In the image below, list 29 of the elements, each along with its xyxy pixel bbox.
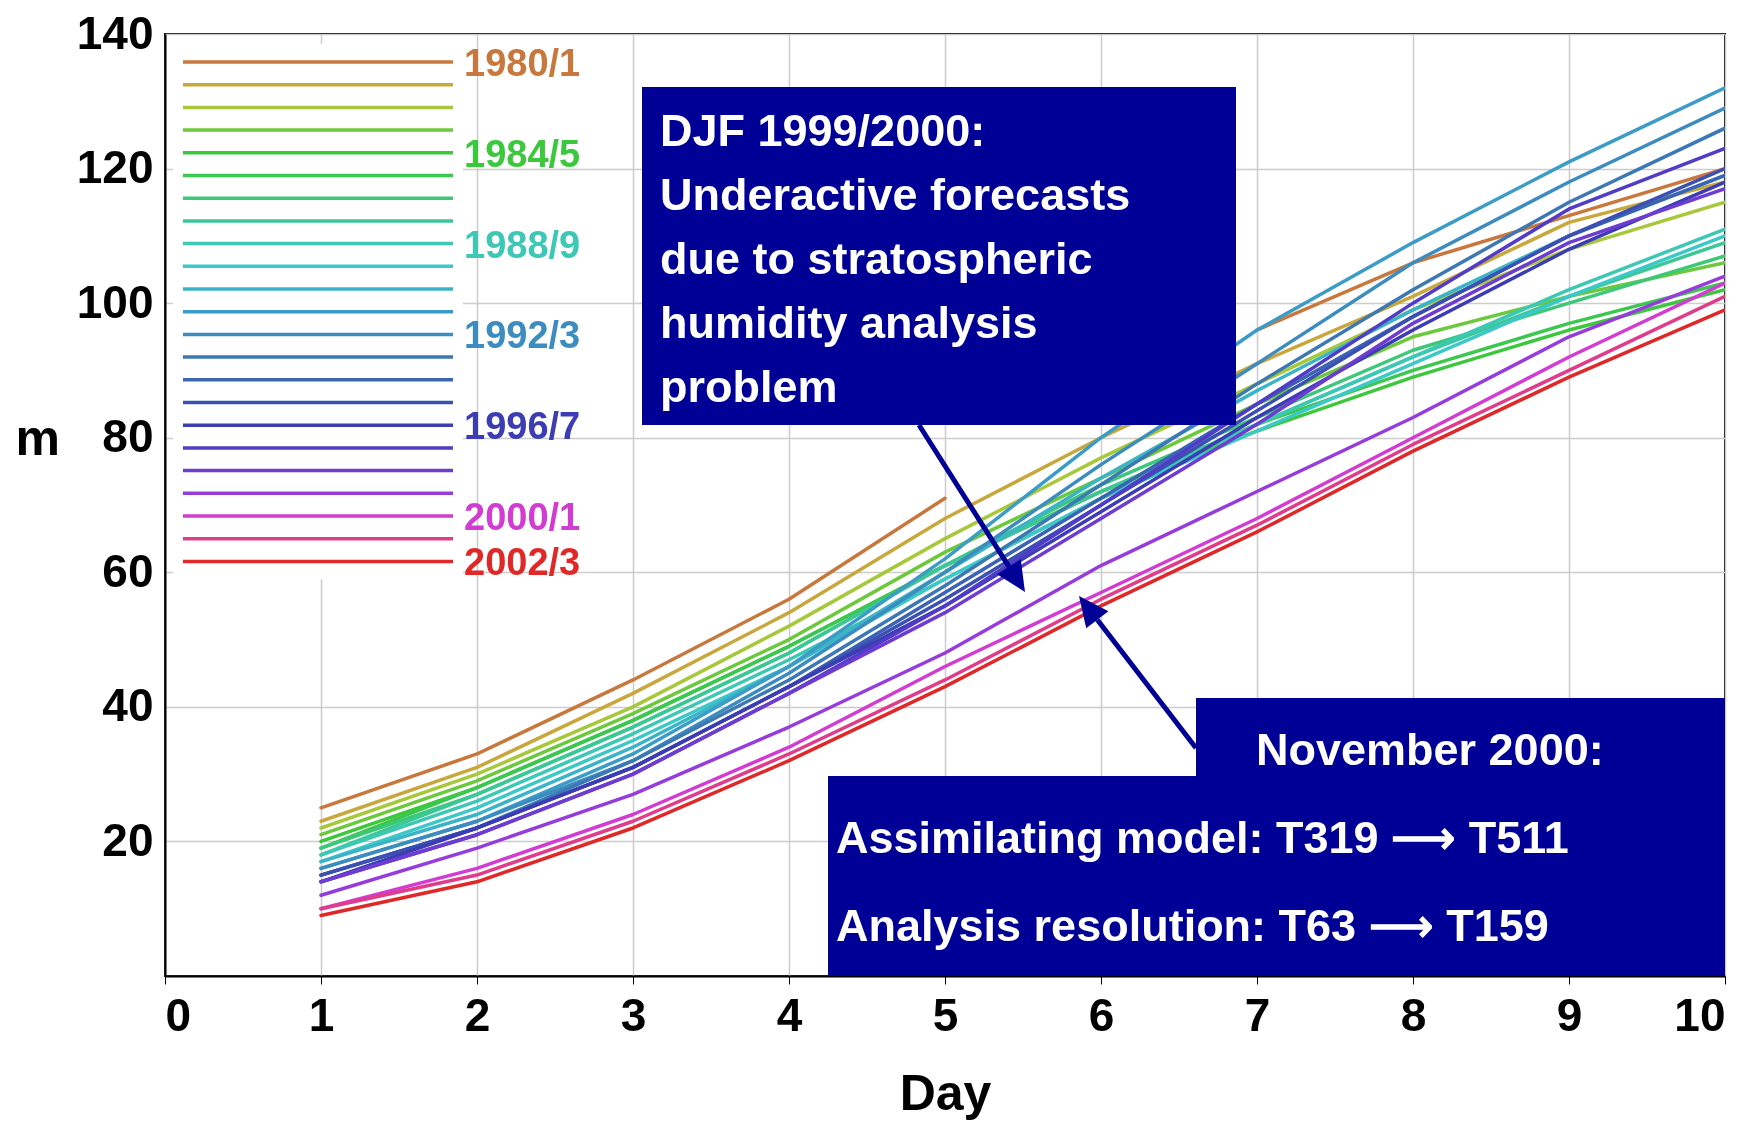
text: 2002/3: [464, 541, 581, 584]
text: 1988/9: [464, 223, 581, 266]
y-tick-label: 60: [102, 544, 154, 597]
y-tick-label: 20: [102, 813, 154, 866]
x-tick-label: 5: [932, 988, 959, 1041]
text: 2000/1: [464, 496, 581, 538]
x-tick-label: 9: [1556, 988, 1583, 1041]
annotation: November 2000: Assimilating model: T319 ⟶ T511 Analysis resolution: T63 ⟶ T159: [836, 723, 1604, 953]
text: 1980/1: [464, 42, 581, 84]
y-tick-label: 120: [76, 141, 154, 194]
y-tick-label: 40: [102, 679, 154, 732]
y-tick-label: 80: [102, 410, 154, 463]
text: 1996/7: [464, 405, 581, 448]
x-tick-label: 10: [1674, 988, 1726, 1041]
text: 1992/3: [464, 314, 581, 357]
x-tick-label: 3: [620, 988, 647, 1041]
x-tick-label: 4: [776, 988, 803, 1041]
text: 1984/5: [464, 132, 581, 175]
y-axis-title: m: [15, 409, 60, 466]
x-tick-label: 7: [1244, 988, 1271, 1041]
x-tick-label: 1: [308, 988, 335, 1041]
x-tick-label: 2: [464, 988, 491, 1041]
y-tick-label: 140: [76, 6, 154, 59]
x-axis-title: Day: [899, 1064, 992, 1121]
x-tick-label: 0: [165, 988, 192, 1041]
y-tick-label: 100: [76, 275, 154, 328]
x-tick-label: 6: [1088, 988, 1115, 1041]
annotation: DJF 1999/2000: Underactive forecasts due to stratospheric humidity analysis problem: [660, 104, 1131, 414]
x-tick-label: 8: [1400, 988, 1427, 1041]
